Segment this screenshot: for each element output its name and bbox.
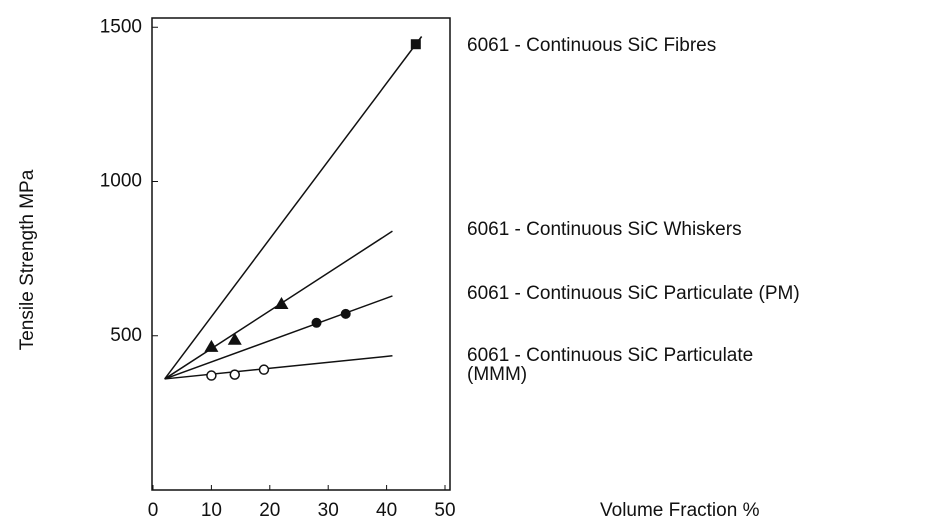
- series-label: 6061 - Continuous SiC Particulate (MMM): [467, 345, 754, 385]
- x-tick-label: 30: [318, 500, 339, 521]
- fit-line: [164, 36, 423, 380]
- fit-line: [164, 295, 393, 380]
- marker: [311, 317, 322, 328]
- x-tick-label: 40: [376, 500, 397, 521]
- marker: [229, 369, 241, 380]
- x-axis-label: Volume Fraction %: [600, 500, 760, 521]
- y-tick-label: 500: [110, 325, 142, 346]
- series-label: 6061 - Continuous SiC Fibres: [467, 35, 717, 56]
- y-axis-label: Tensile Strength MPa: [17, 169, 38, 350]
- fit-line: [164, 355, 393, 380]
- x-tick-label: 50: [434, 500, 455, 521]
- marker: [340, 308, 351, 319]
- marker: [410, 39, 421, 50]
- series-label: 6061 - Continuous SiC Whiskers: [467, 219, 742, 240]
- marker: [204, 339, 219, 352]
- y-tick-label: 1000: [100, 171, 142, 192]
- y-tick-label: 1500: [100, 16, 142, 37]
- marker: [258, 364, 270, 375]
- x-tick-label: 20: [259, 500, 280, 521]
- marker: [206, 370, 217, 381]
- x-tick-label: 10: [201, 500, 222, 521]
- marker: [274, 296, 289, 309]
- series-label: 6061 - Continuous SiC Particulate (PM): [467, 283, 800, 304]
- x-tick-label: 0: [148, 500, 159, 521]
- marker: [227, 332, 242, 345]
- plot-frame: [151, 17, 451, 491]
